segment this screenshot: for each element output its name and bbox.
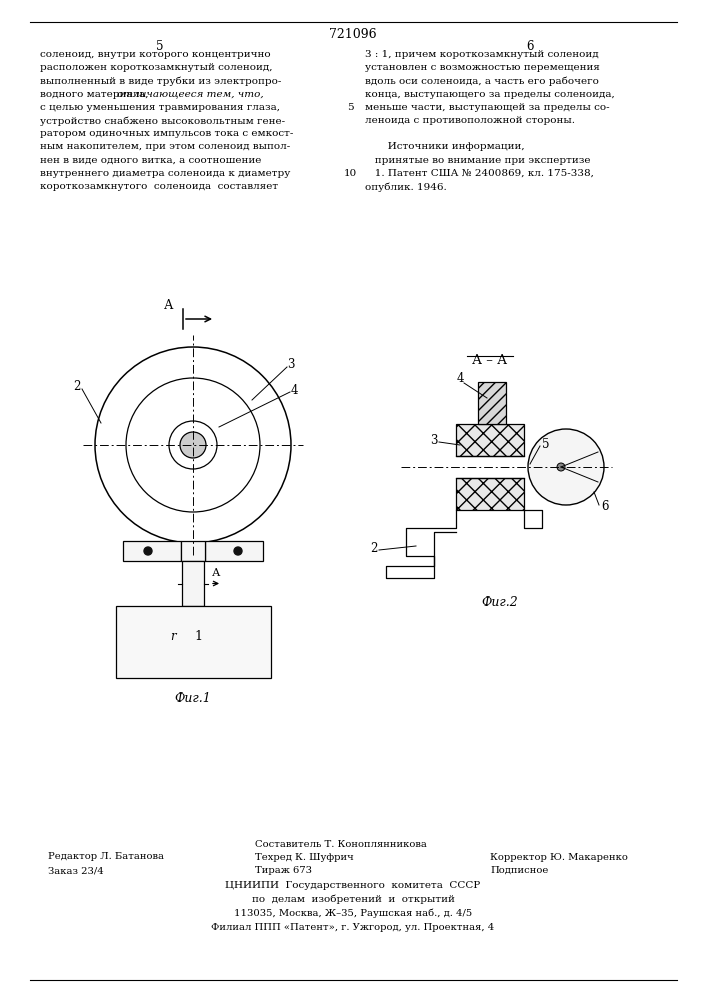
Bar xyxy=(181,541,205,561)
Text: 5: 5 xyxy=(156,40,164,53)
Circle shape xyxy=(180,432,206,458)
Text: 4: 4 xyxy=(456,372,464,385)
Text: меньше части, выступающей за пределы со-: меньше части, выступающей за пределы со- xyxy=(365,103,609,112)
Text: 1: 1 xyxy=(194,631,202,644)
Text: водного материала,: водного материала, xyxy=(40,90,152,99)
Text: внутреннего диаметра соленоида к диаметру: внутреннего диаметра соленоида к диаметр… xyxy=(40,169,291,178)
Text: ЦНИИПИ  Государственного  комитета  СССР: ЦНИИПИ Государственного комитета СССР xyxy=(226,881,481,890)
Bar xyxy=(456,478,524,510)
Text: по  делам  изобретений  и  открытий: по делам изобретений и открытий xyxy=(252,895,455,904)
Text: Филиал ППП «Патент», г. Ужгород, ул. Проектная, 4: Филиал ППП «Патент», г. Ужгород, ул. Про… xyxy=(211,923,495,932)
Text: отличающееся тем, что,: отличающееся тем, что, xyxy=(117,90,264,99)
Text: Фиг.1: Фиг.1 xyxy=(175,692,211,705)
Text: Заказ 23/4: Заказ 23/4 xyxy=(48,866,104,875)
Text: опублик. 1946.: опублик. 1946. xyxy=(365,182,447,192)
Text: конца, выступающего за пределы соленоида,: конца, выступающего за пределы соленоида… xyxy=(365,90,615,99)
Text: Техред К. Шуфрич: Техред К. Шуфрич xyxy=(255,853,354,862)
Bar xyxy=(478,382,506,424)
Text: соленоид, внутри которого концентрично: соленоид, внутри которого концентрично xyxy=(40,50,271,59)
Text: выполненный в виде трубки из электропро-: выполненный в виде трубки из электропро- xyxy=(40,76,281,86)
Text: А: А xyxy=(212,568,221,578)
Text: установлен с возможностью перемещения: установлен с возможностью перемещения xyxy=(365,63,600,72)
Text: с целью уменьшения травмирования глаза,: с целью уменьшения травмирования глаза, xyxy=(40,103,280,112)
Bar xyxy=(123,541,181,561)
Circle shape xyxy=(528,429,604,505)
Text: Фиг.2: Фиг.2 xyxy=(481,596,518,609)
Text: вдоль оси соленоида, а часть его рабочего: вдоль оси соленоида, а часть его рабочег… xyxy=(365,76,599,86)
Text: 5: 5 xyxy=(346,103,354,112)
Text: Тираж 673: Тираж 673 xyxy=(255,866,312,875)
Text: 4: 4 xyxy=(291,383,298,396)
Text: устройство снабжено высоковольтным гене-: устройство снабжено высоковольтным гене- xyxy=(40,116,285,125)
Text: А – А: А – А xyxy=(472,354,508,367)
Text: Составитель Т. Коноплянникова: Составитель Т. Коноплянникова xyxy=(255,840,427,849)
Text: 6: 6 xyxy=(601,500,609,514)
Bar xyxy=(456,424,524,456)
Text: Редактор Л. Батанова: Редактор Л. Батанова xyxy=(48,852,164,861)
Text: 5: 5 xyxy=(542,438,549,450)
Text: 3: 3 xyxy=(287,359,295,371)
Text: 3: 3 xyxy=(431,434,438,446)
Text: 6: 6 xyxy=(526,40,534,53)
Text: короткозамкнутого  соленоида  составляет: короткозамкнутого соленоида составляет xyxy=(40,182,278,191)
Text: расположен короткозамкнутый соленоид,: расположен короткозамкнутый соленоид, xyxy=(40,63,272,72)
Text: 1. Патент США № 2400869, кл. 175-338,: 1. Патент США № 2400869, кл. 175-338, xyxy=(365,169,594,178)
Text: А: А xyxy=(164,299,174,312)
Circle shape xyxy=(144,547,152,555)
Text: 721096: 721096 xyxy=(329,28,377,41)
Bar xyxy=(182,561,204,606)
Bar xyxy=(115,606,271,678)
Text: нен в виде одного витка, а соотношение: нен в виде одного витка, а соотношение xyxy=(40,156,262,165)
Text: леноида с противоположной стороны.: леноида с противоположной стороны. xyxy=(365,116,575,125)
Text: ратором одиночных импульсов тока с емкост-: ратором одиночных импульсов тока с емкос… xyxy=(40,129,293,138)
Bar xyxy=(205,541,263,561)
Text: Корректор Ю. Макаренко: Корректор Ю. Макаренко xyxy=(490,853,628,862)
Text: ным накопителем, при этом соленоид выпол-: ным накопителем, при этом соленоид выпол… xyxy=(40,142,291,151)
Text: 10: 10 xyxy=(344,169,356,178)
Text: 113035, Москва, Ж–35, Раушская наб., д. 4/5: 113035, Москва, Ж–35, Раушская наб., д. … xyxy=(234,909,472,918)
Text: Подписное: Подписное xyxy=(490,866,549,875)
Circle shape xyxy=(557,463,565,471)
Text: r: r xyxy=(170,631,176,644)
Text: Источники информации,: Источники информации, xyxy=(365,142,525,151)
Text: 3 : 1, причем короткозамкнутый соленоид: 3 : 1, причем короткозамкнутый соленоид xyxy=(365,50,599,59)
Text: 2: 2 xyxy=(370,542,378,554)
Text: принятые во внимание при экспертизе: принятые во внимание при экспертизе xyxy=(365,156,590,165)
Circle shape xyxy=(234,547,242,555)
Text: 2: 2 xyxy=(74,380,81,393)
